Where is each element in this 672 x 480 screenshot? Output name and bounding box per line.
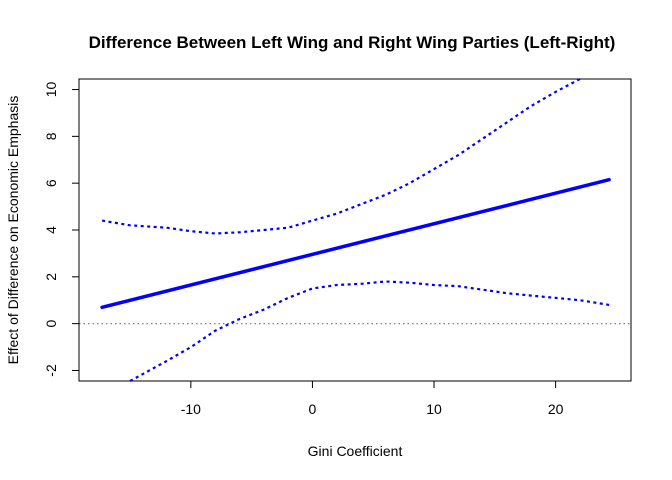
y-tick-label: 10 (43, 82, 59, 98)
x-axis-label: Gini Coefficient (308, 443, 403, 459)
x-tick-label: 10 (426, 401, 442, 417)
plot-area (79, 78, 631, 382)
plot-frame (78, 78, 632, 382)
y-tick-label: 2 (43, 273, 59, 281)
x-tick-label: -10 (181, 401, 201, 417)
series-upper-bound-line (101, 78, 581, 235)
y-tick-label: 4 (43, 226, 59, 234)
x-axis: -10 0 10 20 (181, 380, 564, 417)
y-tick-label: 6 (43, 179, 59, 187)
y-axis-label: Effect of Difference on Economic Emphasi… (5, 96, 21, 365)
series-lower-bound-line (129, 280, 610, 382)
series-estimate-line (100, 177, 611, 310)
y-tick-label: 8 (43, 132, 59, 140)
x-tick-label: 0 (309, 401, 317, 417)
y-tick-label: 0 (43, 319, 59, 327)
y-tick-label: -2 (43, 364, 59, 377)
x-tick-label: 20 (548, 401, 564, 417)
chart-title: Difference Between Left Wing and Right W… (89, 33, 616, 52)
y-axis: -2 0 2 4 6 8 10 (43, 82, 80, 377)
